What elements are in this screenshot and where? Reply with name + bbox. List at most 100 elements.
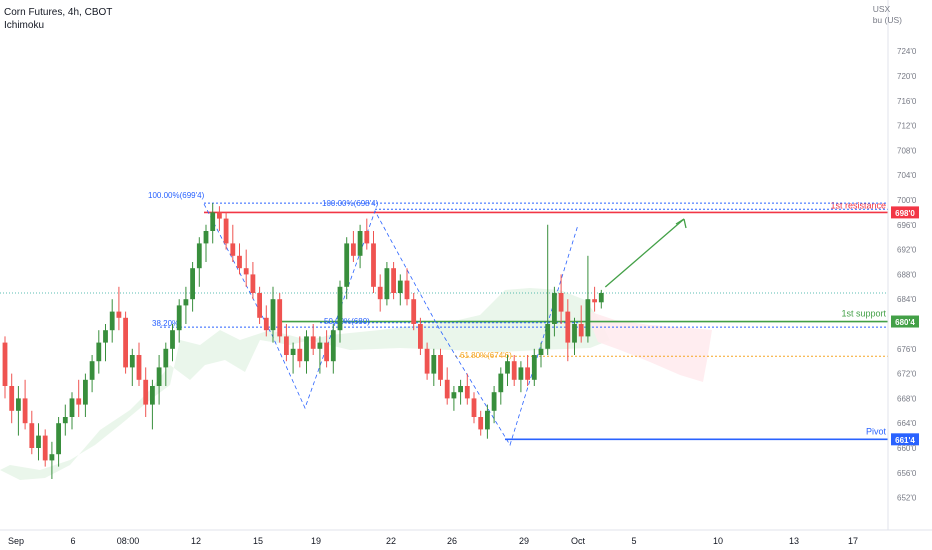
candle-body-22 <box>150 386 155 405</box>
candle-body-74 <box>498 373 504 393</box>
candle-body-89 <box>598 293 604 303</box>
candle-body-30 <box>203 231 209 244</box>
fib-label-1: 100.00%(698'4) <box>322 199 379 208</box>
fib-label-2: 38.20% <box>152 319 179 328</box>
x-tick-label-11: 10 <box>713 536 723 546</box>
candle-body-61 <box>411 299 417 324</box>
x-tick-label-1: 6 <box>70 536 75 546</box>
level-price-tag-label-1: 680'4 <box>895 318 915 327</box>
projection-arrow <box>604 218 687 288</box>
candle-body-10 <box>69 398 75 417</box>
candle-body-5 <box>36 435 41 448</box>
candle-body-80 <box>538 348 544 355</box>
candle-body-44 <box>297 348 303 362</box>
y-tick-label-17: 656'0 <box>897 469 917 478</box>
candle-body-88 <box>592 299 597 303</box>
candle-body-33 <box>223 218 229 244</box>
candle-body-4 <box>29 423 35 448</box>
candle-body-29 <box>196 243 202 269</box>
candle-body-18 <box>123 317 128 368</box>
fibonacci-drawings: 100.00%(699'4) 100.00%(698'4) 38.20% 50.00%… <box>148 191 888 446</box>
price-levels: 698'0 680'4 661'4 1st resistance 1st support… <box>0 200 919 446</box>
candle-body-21 <box>143 379 149 405</box>
candle-body-86 <box>578 324 584 337</box>
y-tick-label-0: 724'0 <box>897 47 917 56</box>
candle-body-26 <box>176 305 182 331</box>
y-tick-label-7: 696'0 <box>897 221 917 230</box>
candle-body-12 <box>83 379 88 405</box>
x-tick-label-8: 29 <box>519 536 529 546</box>
ichimoku-cloud-red <box>585 310 712 382</box>
candle-body-36 <box>243 268 249 275</box>
candle-body-46 <box>310 336 316 349</box>
x-tick-label-3: 12 <box>191 536 201 546</box>
y-tick-label-16: 660'0 <box>897 444 917 453</box>
harmonic-pattern-path <box>203 203 579 446</box>
x-tick-label-9: Oct <box>571 536 586 546</box>
candle-body-72 <box>485 410 490 430</box>
price-unit-measure: bu (US) <box>872 15 902 25</box>
x-tick-label-4: 15 <box>253 536 263 546</box>
candle-body-73 <box>491 392 497 411</box>
projection-arrow-head <box>675 218 687 229</box>
candle-body-43 <box>290 348 296 355</box>
candle-body-19 <box>129 355 135 368</box>
y-tick-label-8: 692'0 <box>897 246 917 255</box>
candle-body-51 <box>344 243 350 287</box>
x-tick-label-10: 5 <box>631 536 636 546</box>
candle-body-75 <box>505 361 510 374</box>
y-tick-label-5: 704'0 <box>897 171 917 180</box>
candle-body-40 <box>270 299 276 331</box>
candle-body-7 <box>49 454 55 461</box>
candles <box>2 203 604 479</box>
symbol-title[interactable]: Corn Futures, 4h, CBOT <box>4 7 113 18</box>
candle-body-81 <box>545 324 551 349</box>
candle-body-85 <box>572 324 577 343</box>
price-unit: USX bu (US) <box>873 4 902 26</box>
candle-body-11 <box>76 398 82 405</box>
y-tick-label-4: 708'0 <box>897 146 917 155</box>
candle-body-83 <box>558 293 564 312</box>
level-price-tag-label-0: 698'0 <box>895 209 915 218</box>
fib-label-3: 50.00%(680) <box>324 317 370 326</box>
candle-body-13 <box>89 361 95 380</box>
candle-body-54 <box>364 231 370 244</box>
price-unit-currency: USX <box>872 4 891 14</box>
level-price-tag-0 <box>891 206 919 219</box>
candle-body-35 <box>237 255 242 269</box>
candle-body-68 <box>458 386 463 393</box>
level-price-tag-1 <box>891 315 919 328</box>
y-tick-label-15: 664'0 <box>897 419 917 428</box>
level-annotation-0: 1st resistance <box>830 200 886 210</box>
candle-body-8 <box>56 423 61 455</box>
x-tick-label-12: 13 <box>789 536 799 546</box>
candle-body-28 <box>190 268 195 300</box>
candle-body-84 <box>565 311 571 343</box>
candle-body-52 <box>351 243 356 256</box>
chart-header: Corn Futures, 4h, CBOT Ichimoku <box>4 6 112 32</box>
candle-body-27 <box>183 299 189 306</box>
candle-body-64 <box>431 355 437 374</box>
candle-body-16 <box>109 311 115 331</box>
y-tick-label-10: 684'0 <box>897 295 917 304</box>
x-tick-label-0: Sep <box>8 536 24 546</box>
level-price-tag-2 <box>891 433 919 446</box>
candle-body-48 <box>324 342 329 362</box>
candle-body-69 <box>464 386 470 399</box>
candle-body-39 <box>263 317 269 331</box>
candle-body-55 <box>371 243 376 287</box>
candle-body-56 <box>377 286 383 300</box>
candle-body-62 <box>418 324 423 349</box>
candle-body-59 <box>397 280 403 293</box>
x-tick-label-6: 22 <box>386 536 396 546</box>
candle-body-76 <box>511 361 517 380</box>
level-annotation-1: 1st support <box>841 309 886 319</box>
candle-body-42 <box>284 336 289 355</box>
candle-body-3 <box>22 398 28 424</box>
y-tick-label-14: 668'0 <box>897 394 917 403</box>
indicator-label[interactable]: Ichimoku <box>4 20 45 31</box>
y-tick-label-12: 676'0 <box>897 345 917 354</box>
candle-body-31 <box>210 212 216 231</box>
